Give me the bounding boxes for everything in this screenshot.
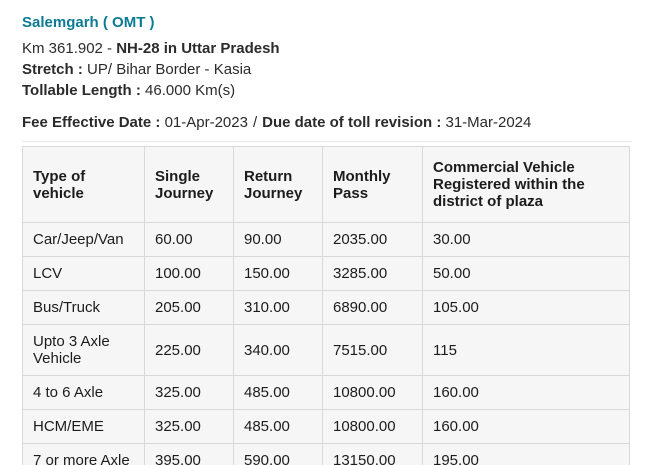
tollable-length-value: 46.000 Km(s) [145, 82, 236, 99]
fee-value-cell: 2035.00 [322, 222, 423, 257]
column-header: Type of vehicle [22, 146, 145, 223]
fee-value-cell: 7515.00 [322, 324, 423, 376]
vehicle-type-cell: Bus/Truck [22, 290, 145, 325]
table-row: Car/Jeep/Van 60.00 90.00 2035.00 30.00 [22, 222, 630, 257]
fee-value-cell: 90.00 [233, 222, 323, 257]
toll-table-body: Car/Jeep/Van 60.00 90.00 2035.00 30.00 LCV 100… [22, 222, 630, 465]
fee-value-cell: 485.00 [233, 375, 323, 410]
column-header: Single Journey [144, 146, 234, 223]
fee-value-cell: 50.00 [422, 256, 630, 291]
fee-value-cell: 325.00 [144, 375, 234, 410]
tollable-length-line: Tollable Length : 46.000 Km(s) [22, 80, 632, 101]
fee-value-cell: 310.00 [233, 290, 323, 325]
table-row: Upto 3 Axle Vehicle 225.00 340.00 7515.00 11… [22, 324, 630, 376]
fee-value-cell: 30.00 [422, 222, 630, 257]
fee-value-cell: 590.00 [233, 443, 323, 465]
fee-value-cell: 325.00 [144, 409, 234, 444]
vehicle-type-cell: HCM/EME [22, 409, 145, 444]
vehicle-type-cell: 7 or more Axle [22, 443, 145, 465]
fee-value-cell: 115 [422, 324, 630, 376]
highway-name: NH-28 in Uttar Pradesh [116, 40, 280, 57]
fee-effective-value: 01-Apr-2023 [164, 114, 248, 131]
fee-value-cell: 160.00 [422, 409, 630, 444]
stretch-line: Stretch : UP/ Bihar Border - Kasia [22, 59, 632, 80]
km-prefix: Km 361.902 - [22, 40, 117, 57]
vehicle-type-cell: 4 to 6 Axle [22, 375, 145, 410]
fee-effective-line: Fee Effective Date : 01-Apr-2023/Due dat… [22, 114, 632, 142]
toll-rate-table: Type of vehicle Single Journey Return Jour… [22, 146, 630, 465]
fee-value-cell: 205.00 [144, 290, 234, 325]
tollable-length-label: Tollable Length : [22, 82, 146, 99]
plaza-title: Salemgarh ( OMT ) [22, 14, 155, 31]
fee-value-cell: 13150.00 [322, 443, 423, 465]
fee-value-cell: 10800.00 [322, 375, 423, 410]
fee-value-cell: 340.00 [233, 324, 323, 376]
fee-value-cell: 10800.00 [322, 409, 423, 444]
due-date-value: 31-Mar-2024 [445, 114, 532, 131]
fee-value-cell: 100.00 [144, 256, 234, 291]
fee-value-cell: 3285.00 [322, 256, 423, 291]
vehicle-type-cell: Car/Jeep/Van [22, 222, 145, 257]
table-row: 4 to 6 Axle 325.00 485.00 10800.00 160.00 [22, 375, 630, 410]
due-date-label: Due date of toll revision : [262, 114, 446, 131]
location-line: Km 361.902 - NH-28 in Uttar Pradesh [22, 38, 632, 59]
stretch-value: UP/ Bihar Border - Kasia [87, 61, 252, 78]
fee-value-cell: 395.00 [144, 443, 234, 465]
table-header-row: Type of vehicle Single Journey Return Jour… [22, 146, 630, 223]
fee-value-cell: 160.00 [422, 375, 630, 410]
stretch-label: Stretch : [22, 61, 88, 78]
vehicle-type-cell: Upto 3 Axle Vehicle [22, 324, 145, 376]
table-row: 7 or more Axle 395.00 590.00 13150.00 195.00 [22, 443, 630, 465]
column-header: Monthly Pass [322, 146, 423, 223]
fee-value-cell: 485.00 [233, 409, 323, 444]
fee-effective-label: Fee Effective Date : [22, 114, 165, 131]
column-header: Return Journey [233, 146, 323, 223]
fee-value-cell: 195.00 [422, 443, 630, 465]
fee-separator: / [252, 114, 258, 131]
fee-value-cell: 6890.00 [322, 290, 423, 325]
column-header: Commercial Vehicle Registered within the… [422, 146, 630, 223]
fee-value-cell: 60.00 [144, 222, 234, 257]
fee-value-cell: 225.00 [144, 324, 234, 376]
fee-value-cell: 105.00 [422, 290, 630, 325]
fee-value-cell: 150.00 [233, 256, 323, 291]
table-row: Bus/Truck 205.00 310.00 6890.00 105.00 [22, 290, 630, 325]
table-row: HCM/EME 325.00 485.00 10800.00 160.00 [22, 409, 630, 444]
vehicle-type-cell: LCV [22, 256, 145, 291]
table-row: LCV 100.00 150.00 3285.00 50.00 [22, 256, 630, 291]
